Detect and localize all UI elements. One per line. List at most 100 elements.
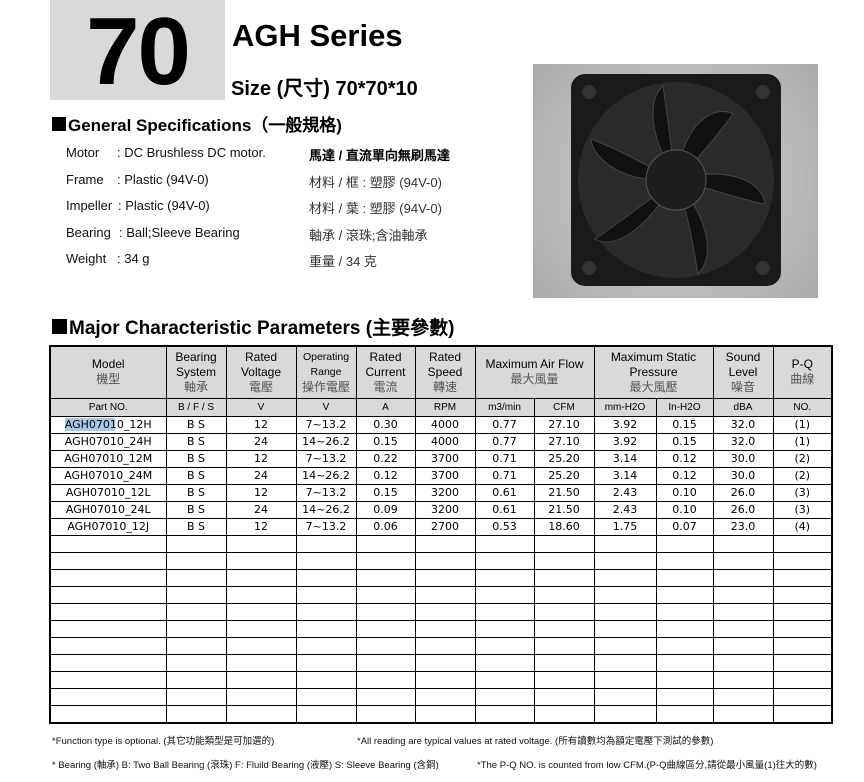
- empty-cell: [414, 619, 476, 638]
- empty-row: [49, 568, 833, 587]
- table-cell: (4): [772, 517, 833, 536]
- header-cn: 最大風量: [510, 372, 559, 387]
- table-cell: 12: [225, 415, 297, 434]
- empty-cell: [533, 534, 595, 553]
- table-cell: 0.12: [655, 466, 714, 485]
- empty-cell: [712, 551, 774, 570]
- column-header: Rated Speed 轉速: [414, 345, 476, 399]
- table-cell: 3.92: [593, 415, 657, 434]
- table-row: AGH07010_12L B S 12 7~13.2 0.15 3200 0.61 21.50…: [49, 483, 833, 502]
- empty-cell: [655, 653, 714, 672]
- empty-cell: [295, 636, 357, 655]
- header-en: Rated Voltage: [240, 349, 282, 379]
- empty-row: [49, 636, 833, 655]
- empty-row: [49, 534, 833, 553]
- table-cell: 0.15: [655, 432, 714, 451]
- table-cell: AGH07010_12M: [49, 449, 167, 468]
- empty-cell: [295, 585, 357, 604]
- empty-row: [49, 585, 833, 604]
- empty-cell: [593, 653, 657, 672]
- empty-cell: [225, 534, 297, 553]
- empty-cell: [772, 636, 833, 655]
- column-header: Rated Current 電流: [355, 345, 416, 399]
- empty-cell: [355, 551, 416, 570]
- table-cell: 14~26.2: [295, 432, 357, 451]
- table-row: AGH07010_12H B S 12 7~13.2 0.30 4000 0.77 27.10…: [49, 415, 833, 434]
- table-cell: 24: [225, 466, 297, 485]
- table-cell: 0.10: [655, 483, 714, 502]
- empty-row: [49, 704, 833, 723]
- empty-cell: [225, 653, 297, 672]
- empty-cell: [772, 619, 833, 638]
- header-en: Sound Level: [725, 349, 761, 379]
- spec-label: Motor: [66, 145, 100, 160]
- header-cn: 最大風壓: [629, 379, 678, 394]
- table-cell: 0.07: [655, 517, 714, 536]
- empty-cell: [533, 619, 595, 638]
- table-cell: 0.15: [355, 432, 416, 451]
- empty-cell: [655, 704, 714, 723]
- part-number-cell: AGH07010_12H: [49, 415, 167, 434]
- table-cell: B S: [165, 415, 227, 434]
- empty-cell: [49, 585, 167, 604]
- empty-cell: [414, 687, 476, 706]
- table-cell: 25.20: [533, 466, 595, 485]
- empty-cell: [355, 568, 416, 587]
- table-cell: 0.61: [474, 483, 535, 502]
- unit-cell: mm-H2O: [593, 397, 657, 417]
- empty-cell: [593, 585, 657, 604]
- table-cell: (1): [772, 432, 833, 451]
- empty-cell: [225, 619, 297, 638]
- header-en: Rated Speed: [427, 349, 463, 379]
- table-cell: 0.53: [474, 517, 535, 536]
- table-cell: B S: [165, 432, 227, 451]
- empty-cell: [772, 585, 833, 604]
- empty-cell: [712, 670, 774, 689]
- part-number: AGH07010_12H: [64, 418, 152, 431]
- empty-cell: [165, 687, 227, 706]
- table-cell: 0.77: [474, 415, 535, 434]
- empty-cell: [49, 653, 167, 672]
- empty-cell: [225, 585, 297, 604]
- empty-cell: [712, 585, 774, 604]
- empty-cell: [165, 636, 227, 655]
- empty-cell: [295, 568, 357, 587]
- empty-cell: [295, 602, 357, 621]
- column-header: Sound Level 噪音: [712, 345, 774, 399]
- table-cell: 4000: [414, 415, 476, 434]
- empty-cell: [295, 670, 357, 689]
- empty-cell: [355, 670, 416, 689]
- spec-chinese: 材料 / 葉 : 塑膠 (94V-0): [309, 201, 442, 216]
- empty-cell: [414, 551, 476, 570]
- empty-cell: [772, 704, 833, 723]
- empty-cell: [414, 568, 476, 587]
- size-number-badge: 70: [50, 0, 225, 104]
- spec-chinese: 馬達 / 直流單向無刷馬達: [309, 148, 450, 163]
- table-cell: 0.71: [474, 449, 535, 468]
- empty-cell: [474, 704, 535, 723]
- table-cell: 7~13.2: [295, 449, 357, 468]
- table-cell: (2): [772, 449, 833, 468]
- empty-cell: [772, 602, 833, 621]
- table-cell: 0.77: [474, 432, 535, 451]
- empty-row: [49, 670, 833, 689]
- empty-cell: [295, 653, 357, 672]
- empty-cell: [165, 619, 227, 638]
- table-cell: 3200: [414, 483, 476, 502]
- table-cell: 0.15: [355, 483, 416, 502]
- series-title: AGH Series: [232, 18, 403, 53]
- major-params-title: Major Characteristic Parameters (主要參數): [69, 318, 455, 339]
- empty-cell: [414, 653, 476, 672]
- spec-value: : 34 g: [117, 251, 150, 266]
- spec-chinese: 軸承 / 滾珠;含油軸承: [309, 227, 428, 243]
- unit-cell: In-H2O: [655, 397, 714, 417]
- table-cell: B S: [165, 466, 227, 485]
- empty-cell: [533, 636, 595, 655]
- table-cell: 26.0: [712, 500, 774, 519]
- empty-cell: [712, 568, 774, 587]
- table-cell: 7~13.2: [295, 517, 357, 536]
- table-cell: 3700: [414, 449, 476, 468]
- empty-cell: [474, 670, 535, 689]
- spec-chinese: 重量 / 34 克: [309, 254, 377, 269]
- header-cn: 操作電壓: [301, 379, 350, 394]
